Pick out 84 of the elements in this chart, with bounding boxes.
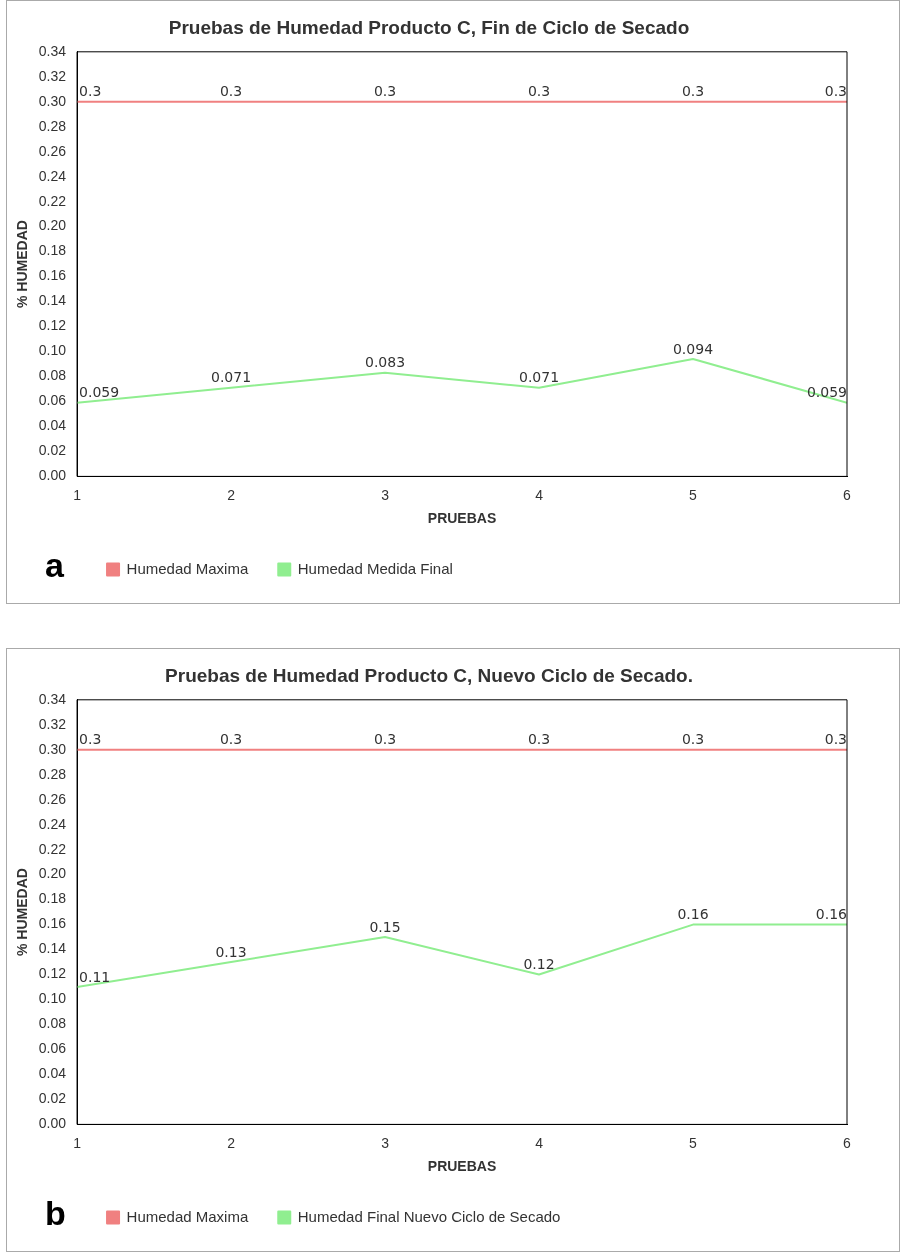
y-tick-label: 0.04 [38,1065,67,1082]
x-tick-label: 2 [227,486,236,503]
x-tick-label: 5 [689,486,698,503]
y-tick-label: 0.12 [38,317,67,334]
data-label: 0.12 [523,956,555,973]
y-tick-label: 0.06 [38,392,67,409]
x-tick-label: 4 [535,1134,544,1151]
data-label: 0.11 [79,968,111,985]
y-tick-label: 0.30 [38,92,67,109]
y-tick-label: 0.08 [38,367,67,384]
data-label: 0.16 [815,906,848,923]
x-tick-label: 5 [689,1134,698,1151]
y-tick-label: 0.06 [38,1040,67,1057]
y-tick-label: 0.20 [38,865,67,882]
data-label: 0.3 [681,731,705,748]
x-axis-title: PRUEBAS [427,510,497,527]
y-tick-label: 0.02 [38,1090,67,1107]
y-tick-label: 0.18 [38,242,67,259]
y-axis-title: % HUMEDAD [14,220,31,309]
y-tick-label: 0.32 [38,715,67,732]
y-tick-label: 0.18 [38,890,67,907]
data-label: 0.083 [364,354,406,371]
data-label: 0.3 [527,83,551,100]
y-tick-label: 0.24 [38,167,67,184]
y-tick-label: 0.32 [38,67,67,84]
y-tick-label: 0.10 [38,990,67,1007]
y-tick-label: 0.30 [38,740,67,757]
y-tick-label: 0.12 [38,965,67,982]
y-tick-label: 0.26 [38,142,67,159]
x-tick-label: 1 [73,486,82,503]
legend-label: Humedad Maxima [126,559,249,577]
y-tick-label: 0.26 [38,790,67,807]
y-tick-label: 0.22 [38,840,67,857]
x-tick-label: 6 [843,486,852,503]
x-tick-label: 3 [381,1134,390,1151]
data-label: 0.3 [219,731,243,748]
x-tick-label: 3 [381,486,390,503]
x-tick-label: 1 [73,1134,82,1151]
y-tick-label: 0.02 [38,442,67,459]
y-tick-label: 0.08 [38,1015,67,1032]
legend-label: Humedad Maxima [126,1207,249,1225]
y-tick-label: 0.00 [38,467,67,484]
data-label: 0.3 [527,731,551,748]
y-tick-label: 0.24 [38,815,67,832]
data-label: 0.13 [215,943,247,960]
data-label: 0.3 [79,731,102,748]
x-tick-label: 6 [843,1134,852,1151]
text: a [45,546,64,585]
data-label: 0.15 [369,918,401,935]
y-tick-label: 0.28 [38,117,67,134]
y-tick-label: 0.14 [38,940,67,957]
legend-label: Humedad Medida Final [297,559,453,577]
x-axis-title: PRUEBAS [427,1158,497,1175]
y-tick-label: 0.14 [38,292,67,309]
data-label: 0.3 [681,83,705,100]
data-label: 0.3 [824,731,847,748]
data-label: 0.059 [806,384,847,401]
data-label: 0.059 [79,384,120,401]
data-label: 0.3 [373,83,397,100]
data-label: 0.3 [373,731,397,748]
text: b [45,1194,66,1233]
y-tick-label: 0.22 [38,192,67,209]
y-tick-label: 0.16 [38,267,67,284]
y-tick-label: 0.00 [38,1115,67,1132]
y-tick-label: 0.16 [38,915,67,932]
data-label: 0.094 [672,340,714,357]
y-axis-title: % HUMEDAD [14,868,31,957]
chart-title: Pruebas de Humedad Producto C, Nuevo Ciclo de Secado. [165,664,693,686]
y-tick-label: 0.34 [38,42,67,59]
data-label: 0.3 [219,83,243,100]
y-tick-label: 0.20 [38,217,67,234]
y-tick-label: 0.34 [38,690,67,707]
data-label: 0.3 [79,83,102,100]
chart-title: Pruebas de Humedad Producto C, Fin de Ciclo de Secado [168,16,690,38]
y-tick-label: 0.10 [38,342,67,359]
data-label: 0.3 [824,83,847,100]
data-label: 0.16 [677,906,709,923]
x-tick-label: 4 [535,486,544,503]
data-label: 0.071 [210,369,252,386]
data-label: 0.071 [518,369,560,386]
legend-label: Humedad Final Nuevo Ciclo de Secado [297,1207,561,1225]
y-tick-label: 0.28 [38,765,67,782]
y-tick-label: 0.04 [38,417,67,434]
x-tick-label: 2 [227,1134,236,1151]
